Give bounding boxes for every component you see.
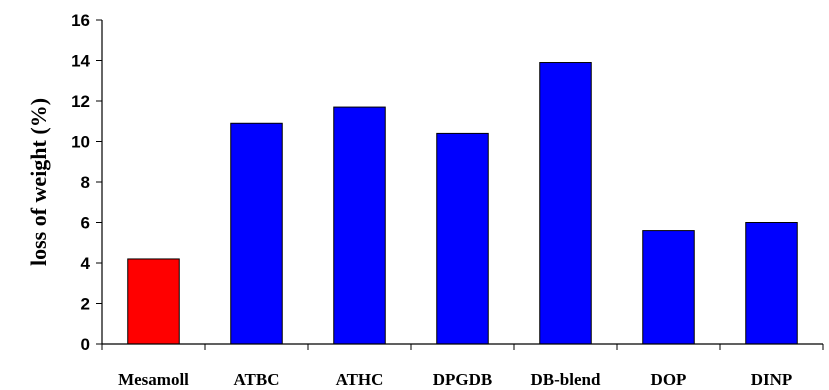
category-labels: Mesamoll ATBC ATHC DPGDB DB-blend DOP DINP [118, 370, 792, 389]
axes [101, 20, 824, 350]
y-tick-label: 8 [81, 173, 90, 192]
bar-mesamoll [127, 258, 180, 345]
x-category-label: DINP [751, 370, 793, 389]
y-tick-label: 10 [71, 133, 90, 152]
y-tick-label: 6 [81, 214, 90, 233]
x-category-label: DPGDB [433, 370, 493, 389]
x-category-label: ATHC [336, 370, 384, 389]
y-tick-label: 14 [71, 52, 90, 71]
y-axis-title: loss of weight (%) [26, 98, 51, 266]
bar-dop [642, 230, 695, 345]
bars [127, 62, 798, 345]
y-tick-label: 4 [81, 254, 91, 273]
bar-atbc [230, 122, 283, 345]
x-category-label: DOP [651, 370, 687, 389]
bar-dinp [745, 222, 798, 345]
y-tick-label: 12 [71, 92, 90, 111]
bar-db-blend [539, 62, 592, 345]
y-tick-label: 2 [81, 295, 90, 314]
bar-dpgdb [436, 132, 489, 345]
x-category-label: Mesamoll [118, 370, 189, 389]
x-category-label: DB-blend [531, 370, 601, 389]
y-tick-label: 0 [81, 335, 90, 354]
y-axis-ticks: 0 2 4 6 8 10 12 14 16 [71, 11, 102, 354]
x-category-label: ATBC [234, 370, 280, 389]
bar-athc [333, 106, 386, 345]
y-tick-label: 16 [71, 11, 90, 30]
